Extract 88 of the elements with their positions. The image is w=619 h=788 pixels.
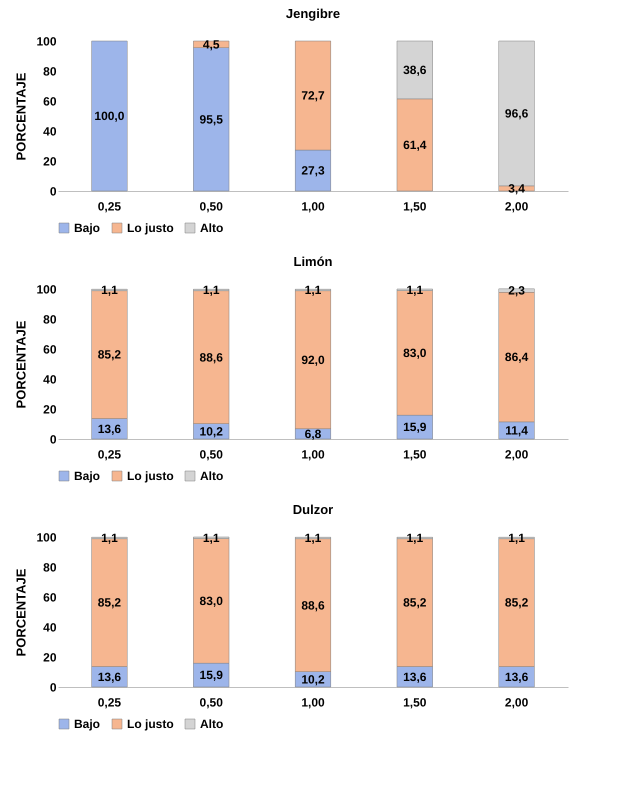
data-label: 13,6 bbox=[98, 670, 122, 684]
y-axis-title: PORCENTAJE bbox=[13, 72, 28, 160]
data-label: 83,0 bbox=[403, 346, 427, 360]
data-label: 13,6 bbox=[403, 670, 427, 684]
legend-label: Bajo bbox=[74, 469, 100, 483]
data-label: 95,5 bbox=[200, 112, 224, 126]
y-tick-label: 100 bbox=[36, 530, 57, 544]
data-label: 15,9 bbox=[200, 668, 224, 682]
data-label: 1,1 bbox=[101, 530, 118, 545]
data-label: 10,2 bbox=[301, 672, 325, 686]
data-label: 1,1 bbox=[508, 530, 526, 545]
data-label: 1,1 bbox=[202, 530, 220, 545]
data-label: 13,6 bbox=[98, 422, 122, 436]
chart-title: Dulzor bbox=[292, 502, 334, 517]
data-label: 6,8 bbox=[304, 426, 322, 441]
x-tick-label: 0,50 bbox=[200, 448, 224, 462]
y-tick-label: 80 bbox=[43, 560, 57, 574]
data-label: 85,2 bbox=[403, 596, 427, 610]
y-tick-label: 100 bbox=[36, 282, 57, 296]
x-tick-label: 1,50 bbox=[403, 448, 427, 462]
x-tick-label: 1,50 bbox=[403, 200, 427, 214]
y-tick-label: 60 bbox=[43, 94, 57, 108]
data-label: 85,2 bbox=[98, 348, 122, 362]
x-tick-label: 1,00 bbox=[301, 696, 325, 710]
data-label: 3,4 bbox=[508, 181, 526, 196]
legend-label: Alto bbox=[200, 469, 224, 483]
data-label: 85,2 bbox=[504, 596, 529, 610]
chart-title: Limón bbox=[294, 254, 333, 269]
data-label: 11,4 bbox=[505, 423, 528, 438]
data-label: 1,1 bbox=[202, 282, 220, 297]
x-tick-label: 1,50 bbox=[403, 696, 427, 710]
legend-label: Bajo bbox=[74, 717, 100, 731]
y-tick-label: 80 bbox=[43, 64, 57, 78]
data-label: 100,0 bbox=[94, 109, 125, 123]
data-label: 96,6 bbox=[504, 106, 529, 120]
x-tick-label: 0,25 bbox=[98, 200, 122, 214]
x-tick-label: 2,00 bbox=[504, 448, 529, 462]
legend-label: Lo justo bbox=[127, 717, 174, 731]
y-tick-label: 100 bbox=[36, 34, 57, 48]
y-tick-label: 40 bbox=[43, 620, 57, 634]
x-tick-label: 0,25 bbox=[98, 696, 122, 710]
legend-label: Bajo bbox=[74, 221, 100, 235]
bar bbox=[91, 40, 128, 192]
y-tick-label: 40 bbox=[43, 372, 57, 386]
x-tick-label: 0,50 bbox=[200, 200, 224, 214]
y-axis-title: PORCENTAJE bbox=[13, 320, 28, 408]
legend-label: Lo justo bbox=[127, 221, 174, 235]
data-label: 1,1 bbox=[101, 282, 118, 297]
x-tick-label: 0,25 bbox=[98, 448, 122, 462]
data-label: 85,2 bbox=[98, 596, 122, 610]
data-label: 4,5 bbox=[202, 37, 220, 52]
y-tick-label: 60 bbox=[43, 342, 57, 356]
y-tick-label: 0 bbox=[50, 680, 57, 694]
legend-label: Alto bbox=[200, 221, 224, 235]
x-tick-label: 1,00 bbox=[301, 200, 325, 214]
data-label: 72,7 bbox=[301, 88, 325, 103]
data-label: 27,3 bbox=[301, 164, 325, 178]
chart-title: Jengibre bbox=[286, 6, 340, 21]
data-label: 88,6 bbox=[301, 598, 325, 612]
data-label: 1,1 bbox=[304, 530, 322, 545]
y-tick-label: 80 bbox=[43, 312, 57, 326]
data-label: 88,6 bbox=[200, 350, 224, 364]
data-label: 92,0 bbox=[301, 352, 325, 367]
y-tick-label: 20 bbox=[43, 650, 57, 664]
data-label: 13,6 bbox=[504, 670, 529, 684]
y-tick-label: 0 bbox=[50, 184, 57, 198]
data-label: 15,9 bbox=[403, 420, 427, 434]
x-tick-label: 2,00 bbox=[504, 696, 529, 710]
y-tick-label: 60 bbox=[43, 590, 57, 604]
y-tick-label: 20 bbox=[43, 402, 57, 416]
data-label: 83,0 bbox=[200, 594, 224, 608]
data-label: 38,6 bbox=[403, 62, 427, 77]
data-label: 10,2 bbox=[200, 424, 224, 438]
data-label: 1,1 bbox=[406, 530, 424, 545]
data-label: 86,4 bbox=[504, 350, 529, 364]
data-label: 2,3 bbox=[508, 284, 526, 298]
y-tick-label: 20 bbox=[43, 154, 57, 168]
data-label: 1,1 bbox=[304, 282, 322, 297]
x-tick-label: 1,00 bbox=[301, 448, 325, 462]
x-tick-label: 2,00 bbox=[504, 200, 529, 214]
y-axis-title: PORCENTAJE bbox=[13, 568, 28, 656]
y-tick-label: 0 bbox=[50, 432, 57, 446]
legend-label: Alto bbox=[200, 717, 224, 731]
legend-label: Lo justo bbox=[127, 469, 174, 483]
x-tick-label: 0,50 bbox=[200, 696, 224, 710]
data-label: 61,4 bbox=[403, 138, 427, 152]
y-tick-label: 40 bbox=[43, 124, 57, 138]
data-label: 1,1 bbox=[406, 282, 424, 297]
